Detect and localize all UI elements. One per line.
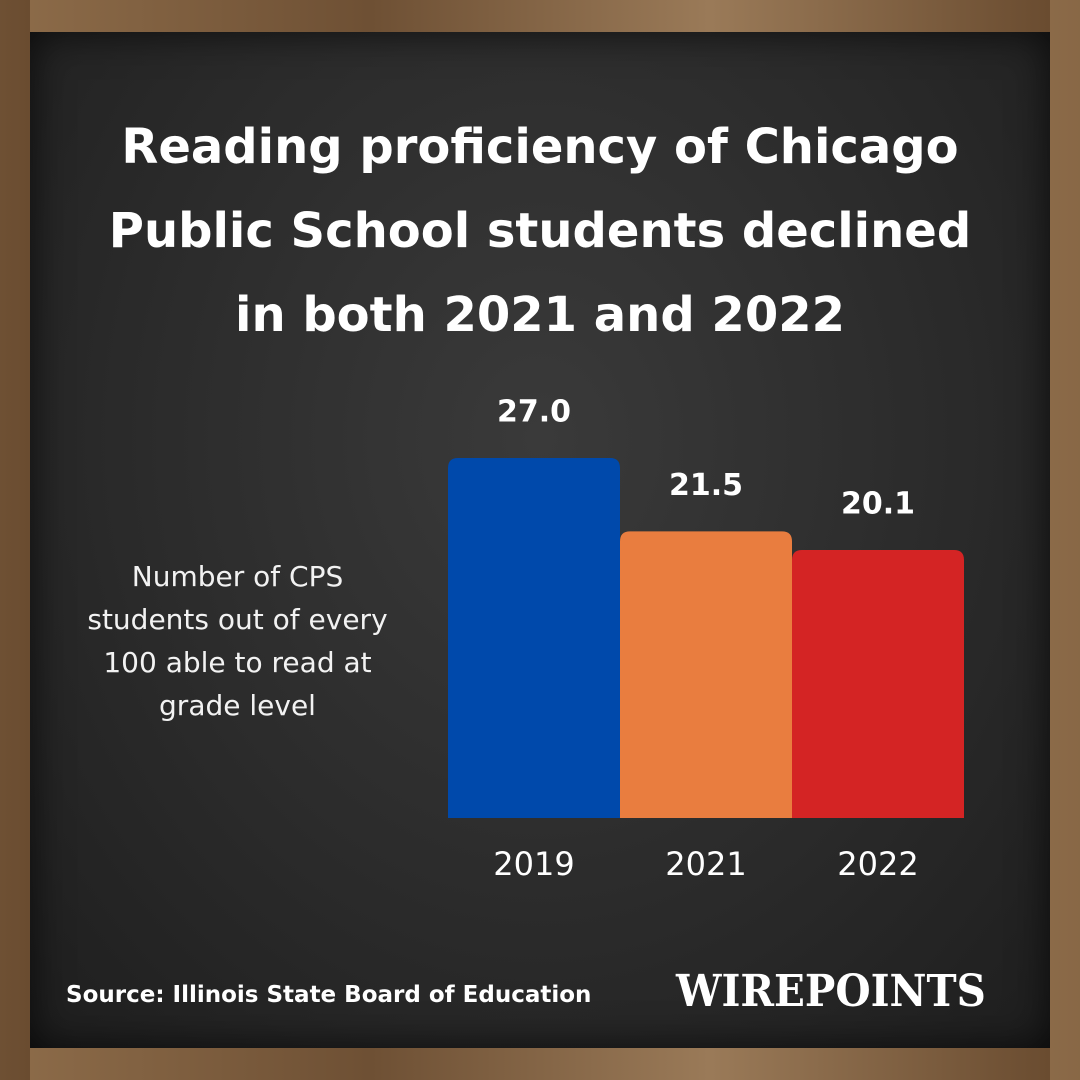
x-tick-label: 2022 — [837, 845, 918, 883]
value-label: 20.1 — [841, 487, 915, 522]
value-label: 27.0 — [497, 395, 571, 430]
brand-logo: WIREPOINTS — [676, 966, 986, 1017]
x-tick-label: 2021 — [665, 845, 746, 883]
y-axis-label: Number of CPS students out of every 100 … — [87, 560, 388, 722]
value-label: 21.5 — [669, 468, 743, 503]
chart-title: Reading proficiency of Chicago Public Sc… — [108, 119, 972, 343]
bar — [448, 458, 620, 818]
bar — [620, 531, 792, 818]
bar — [792, 550, 964, 818]
source-note: Source: Illinois State Board of Educatio… — [66, 982, 592, 1008]
x-tick-label: 2019 — [493, 845, 574, 883]
